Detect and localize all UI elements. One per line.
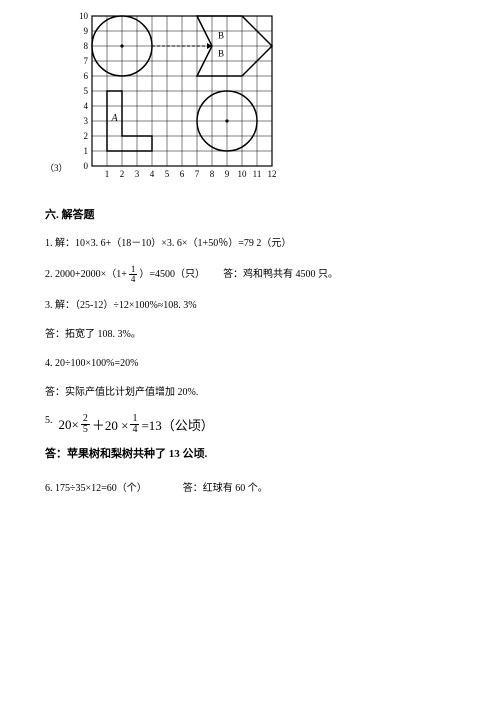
q1-line: 1. 解：10×3. 6+（18－10）×3. 6×（1+50％）=79 2（元… [45, 236, 455, 251]
q5-ans: 答：苹果树和梨树共种了 13 公顷. [45, 448, 207, 460]
q3-ans: 答：拓宽了 108. 3%。 [45, 327, 141, 342]
q4-text: 4. 20÷100×100%=20% [45, 356, 138, 371]
svg-text:7: 7 [83, 56, 88, 66]
q4-ans: 答：实际产值比计划产值增加 20%. [45, 385, 198, 400]
svg-text:1: 1 [83, 146, 88, 156]
q6-ans: 答：红球有 60 个。 [183, 481, 268, 496]
svg-text:2: 2 [119, 169, 124, 179]
q2-line: 2. 2000+2000×（1+ 1 4 ）=4500（只） 答：鸡和鸭共有 4… [45, 265, 455, 284]
q5-plus: ＋20 × [92, 415, 129, 434]
svg-text:1: 1 [104, 169, 109, 179]
q2-frac: 1 4 [129, 265, 138, 284]
q5-lead: 5. [45, 415, 53, 426]
svg-text:A: A [110, 113, 118, 124]
svg-text:8: 8 [209, 169, 214, 179]
q3-text: 3. 解：（25-12）÷12×100%≈108. 3% [45, 298, 197, 313]
q5-tail: =13（公顷） [141, 415, 213, 434]
svg-text:4: 4 [83, 101, 88, 111]
svg-text:5: 5 [164, 169, 169, 179]
q2-text-a: 2. 2000+2000×（1+ [45, 267, 127, 282]
svg-text:3: 3 [134, 169, 139, 179]
q5-frac2: 1 4 [130, 414, 139, 435]
q3-ans-line: 答：拓宽了 108. 3%。 [45, 327, 455, 342]
svg-text:3: 3 [83, 116, 88, 126]
svg-text:10: 10 [237, 169, 247, 179]
svg-text:4: 4 [149, 169, 154, 179]
svg-text:7: 7 [194, 169, 199, 179]
q5-equation: 5. 20× 2 5 ＋20 × 1 4 =13（公顷） [45, 414, 455, 435]
svg-text:9: 9 [224, 169, 229, 179]
q4-ans-line: 答：实际产值比计划产值增加 20%. [45, 385, 455, 400]
q2-frac-den: 4 [129, 275, 138, 284]
q6-line: 6. 175÷35×12=60（个） 答：红球有 60 个。 [45, 481, 455, 496]
grid-figure: 012345678910123456789101112ABB [74, 10, 278, 182]
q3-line1: 3. 解：（25-12）÷12×100%≈108. 3% [45, 298, 455, 313]
svg-text:5: 5 [83, 86, 88, 96]
svg-text:B: B [218, 49, 224, 59]
q2-ans: 答：鸡和鸭共有 4500 只。 [223, 267, 338, 282]
q4-line1: 4. 20÷100×100%=20% [45, 356, 455, 371]
q5-a: 20× [59, 417, 79, 433]
svg-text:6: 6 [83, 71, 88, 81]
section-title: 六. 解答题 [45, 206, 455, 222]
svg-text:B: B [218, 31, 224, 41]
q6-text: 6. 175÷35×12=60（个） [45, 481, 147, 496]
q5-ans-line: 答：苹果树和梨树共种了 13 公顷. [45, 445, 455, 461]
svg-text:6: 6 [179, 169, 184, 179]
svg-text:10: 10 [79, 11, 89, 21]
figure-label: （3） [45, 161, 68, 174]
figure-row: （3） 012345678910123456789101112ABB [45, 10, 455, 182]
svg-text:2: 2 [83, 131, 88, 141]
svg-text:12: 12 [267, 169, 276, 179]
svg-text:0: 0 [83, 161, 88, 171]
q2-text-b: ）=4500（只） [139, 267, 205, 282]
svg-text:9: 9 [83, 26, 88, 36]
svg-text:11: 11 [252, 169, 261, 179]
q5-f1-den: 5 [81, 425, 90, 435]
q5-frac1: 2 5 [81, 414, 90, 435]
svg-text:8: 8 [83, 41, 88, 51]
q5-f2-den: 4 [130, 425, 139, 435]
q1-text: 1. 解：10×3. 6+（18－10）×3. 6×（1+50％）=79 2（元… [45, 236, 291, 251]
